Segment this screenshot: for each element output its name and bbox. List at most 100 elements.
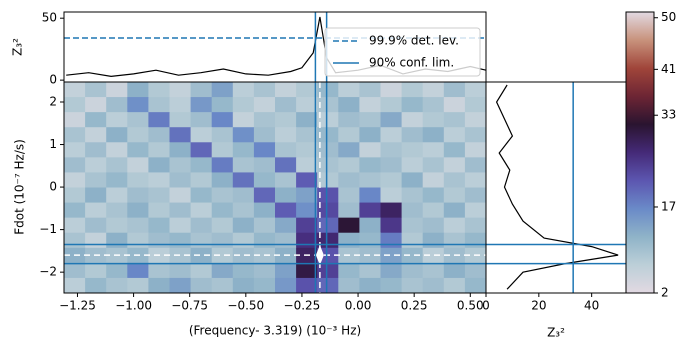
heatmap-cell	[64, 217, 86, 234]
heatmap-cell	[464, 217, 487, 234]
heatmap-cell	[401, 187, 424, 204]
heatmap-cell	[64, 202, 86, 219]
heatmap-cell	[338, 112, 360, 128]
heatmap-cell	[148, 172, 170, 188]
heatmap-cell	[106, 157, 128, 173]
heatmap-cell	[401, 172, 424, 188]
x-axis-label: (Frequency- 3.319) (10⁻³ Hz)	[189, 324, 361, 338]
heatmap-cell	[401, 82, 424, 98]
heatmap-cell	[106, 262, 128, 279]
heatmap-cell	[338, 142, 360, 158]
heatmap-cell	[359, 232, 381, 249]
heatmap-cell	[148, 217, 170, 234]
top-y-tick-label: 0	[49, 73, 57, 87]
heatmap-cell	[148, 232, 170, 249]
x-tick-label: −1.25	[59, 299, 96, 313]
heatmap-cell	[296, 112, 318, 128]
heatmap-cell	[464, 157, 487, 173]
colorbar-tick-label: 50	[661, 10, 676, 24]
heatmap-cell	[380, 247, 403, 264]
heatmap-cell	[338, 127, 360, 143]
heatmap-cell	[232, 187, 255, 204]
heatmap-cell	[232, 172, 255, 188]
x-tick-label: 0.50	[457, 299, 484, 313]
heatmap-cell	[443, 217, 466, 234]
heatmap-cell	[169, 262, 192, 279]
heatmap-cell	[232, 97, 255, 113]
y-tick-label: 2	[49, 94, 57, 108]
heatmap-cell	[296, 232, 318, 249]
heatmap-cell	[64, 172, 86, 188]
y-tick-label: 1	[49, 137, 57, 151]
heatmap-cell	[338, 262, 360, 279]
best-marker	[315, 245, 324, 266]
heatmap-cell	[443, 277, 466, 294]
heatmap-cell	[85, 217, 107, 234]
heatmap-cell	[64, 187, 86, 204]
x-tick-label: 0.25	[401, 299, 428, 313]
y-tick-label: −1	[39, 222, 57, 236]
heatmap-cell	[338, 232, 360, 249]
heatmap-cell	[148, 127, 170, 143]
heatmap-cell	[422, 247, 445, 264]
heatmap-cell	[443, 202, 466, 219]
right-x-axis-label: Z₃²	[547, 326, 565, 340]
heatmap-cell	[64, 97, 86, 113]
heatmap-cell	[211, 232, 234, 249]
heatmap-cell	[464, 172, 487, 188]
top-y-tick-label: 50	[42, 11, 57, 25]
heatmap-cell	[317, 187, 339, 204]
heatmap-cell	[253, 202, 276, 219]
heatmap-cell	[380, 127, 403, 143]
heatmap-cell	[106, 232, 128, 249]
heatmap-cell	[359, 172, 381, 188]
heatmap-cell	[464, 142, 487, 158]
heatmap-cell	[85, 142, 107, 158]
heatmap-cell	[148, 82, 170, 98]
heatmap-cell	[275, 232, 297, 249]
heatmap-cell	[443, 127, 466, 143]
heatmap-cell	[169, 277, 192, 294]
heatmap-cell	[401, 97, 424, 113]
heatmap-cell	[317, 112, 339, 128]
heatmap-cell	[338, 82, 360, 98]
heatmap-cell	[401, 262, 424, 279]
heatmap-cell	[169, 247, 192, 264]
heatmap-cell	[106, 187, 128, 204]
right-x-tick-label: 40	[584, 299, 599, 313]
heatmap-cell	[422, 232, 445, 249]
heatmap-cell	[85, 112, 107, 128]
heatmap-cell	[464, 112, 487, 128]
heatmap-cell	[275, 97, 297, 113]
heatmap-cell	[401, 247, 424, 264]
heatmap-cell	[401, 277, 424, 294]
heatmap-cell	[253, 127, 276, 143]
heatmap-cell	[296, 217, 318, 234]
heatmap-cell	[275, 172, 297, 188]
heatmap-cell	[169, 217, 192, 234]
heatmap-cell	[169, 232, 192, 249]
heatmap-cell	[106, 172, 128, 188]
heatmap-cell	[253, 232, 276, 249]
heatmap-cell	[464, 127, 487, 143]
heatmap-cell	[169, 112, 192, 128]
heatmap-cell	[464, 202, 487, 219]
heatmap-cell	[338, 172, 360, 188]
heatmap-cell	[401, 217, 424, 234]
heatmap-cell	[422, 127, 445, 143]
heatmap-cell	[275, 262, 297, 279]
heatmap-cell	[127, 172, 149, 188]
x-tick-label: −0.25	[284, 299, 321, 313]
heatmap-cell	[275, 277, 297, 294]
heatmap-cell	[253, 142, 276, 158]
right-x-tick-label: 0	[482, 299, 490, 313]
heatmap-cell	[106, 217, 128, 234]
heatmap-cell	[380, 112, 403, 128]
heatmap-cell	[317, 277, 339, 294]
heatmap-cell	[317, 172, 339, 188]
heatmap-cell	[380, 232, 403, 249]
heatmap-cell	[422, 187, 445, 204]
heatmap-cell	[380, 82, 403, 98]
heatmap-cell	[85, 262, 107, 279]
